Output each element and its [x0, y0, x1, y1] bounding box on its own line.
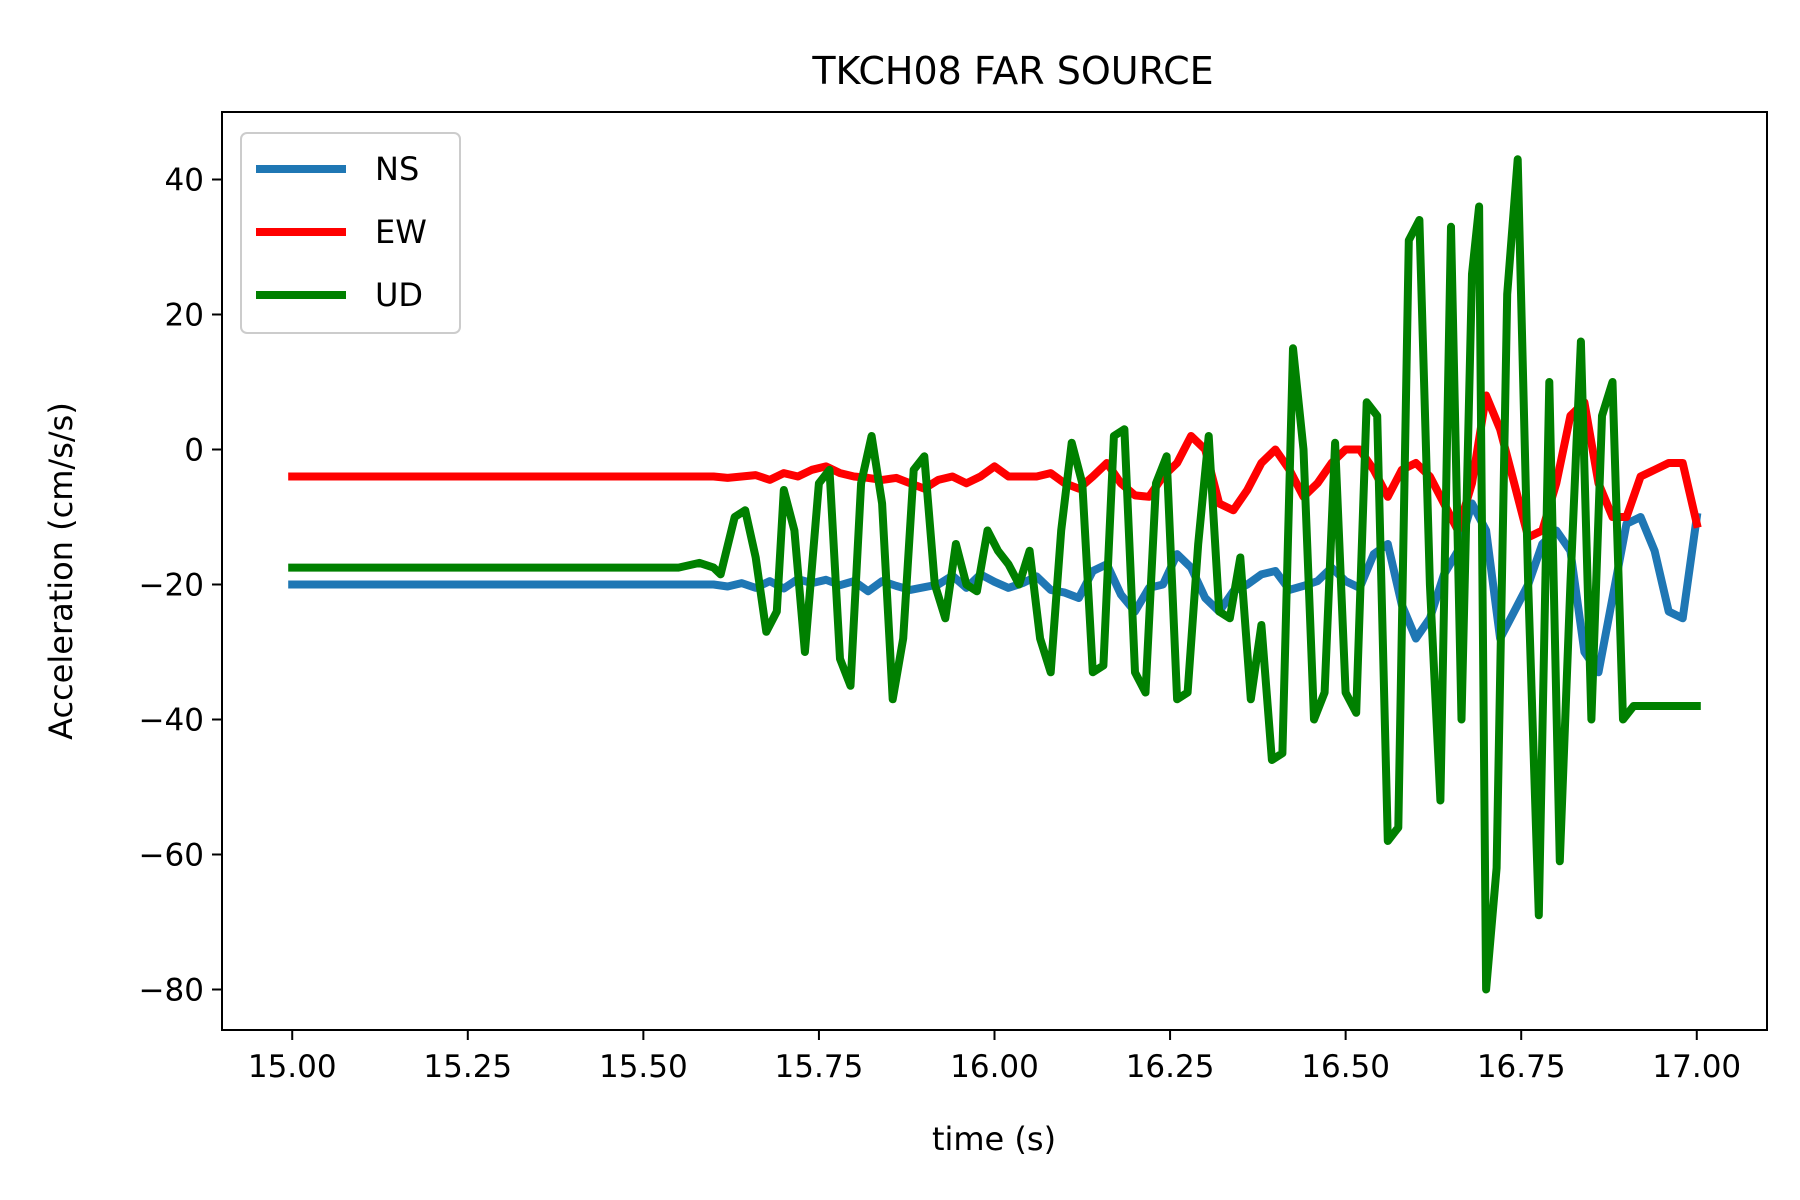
x-tick-label: 16.25 [1126, 1049, 1215, 1085]
legend-label-ew: EW [375, 213, 427, 251]
x-tick-label: 15.50 [599, 1049, 688, 1085]
y-tick-label: 0 [184, 433, 204, 469]
y-tick-label: −40 [139, 703, 204, 739]
x-tick-label: 16.50 [1301, 1049, 1390, 1085]
x-tick-label: 16.75 [1477, 1049, 1566, 1085]
x-tick-label: 15.25 [423, 1049, 512, 1085]
y-tick-label: −60 [139, 838, 204, 874]
x-tick-label: 16.00 [950, 1049, 1039, 1085]
y-axis: −80 −60 −40 −20 0 20 40 [139, 163, 222, 1009]
y-axis-label: Acceleration (cm/s/s) [42, 402, 80, 740]
x-tick-label: 15.75 [775, 1049, 864, 1085]
legend-box [240, 132, 461, 334]
legend-label-ud: UD [375, 276, 423, 314]
x-tick-label: 15.00 [248, 1049, 337, 1085]
y-tick-label: 20 [165, 298, 204, 334]
y-tick-label: −80 [139, 973, 204, 1009]
legend-label-ns: NS [375, 150, 419, 188]
x-tick-label: 17.00 [1652, 1049, 1741, 1085]
series-line-ew [288, 391, 1702, 542]
legend: NS EW UD [240, 132, 461, 334]
series-line-ud [288, 155, 1701, 994]
chart-title: TKCH08 FAR SOURCE [811, 49, 1213, 93]
x-axis-label: time (s) [932, 1120, 1056, 1158]
y-tick-label: −20 [139, 568, 204, 604]
x-axis: 15.00 15.25 15.50 15.75 16.00 16.25 16.50 16.75… [248, 1030, 1741, 1085]
plot-lines [288, 155, 1702, 994]
y-tick-label: 40 [165, 163, 204, 199]
